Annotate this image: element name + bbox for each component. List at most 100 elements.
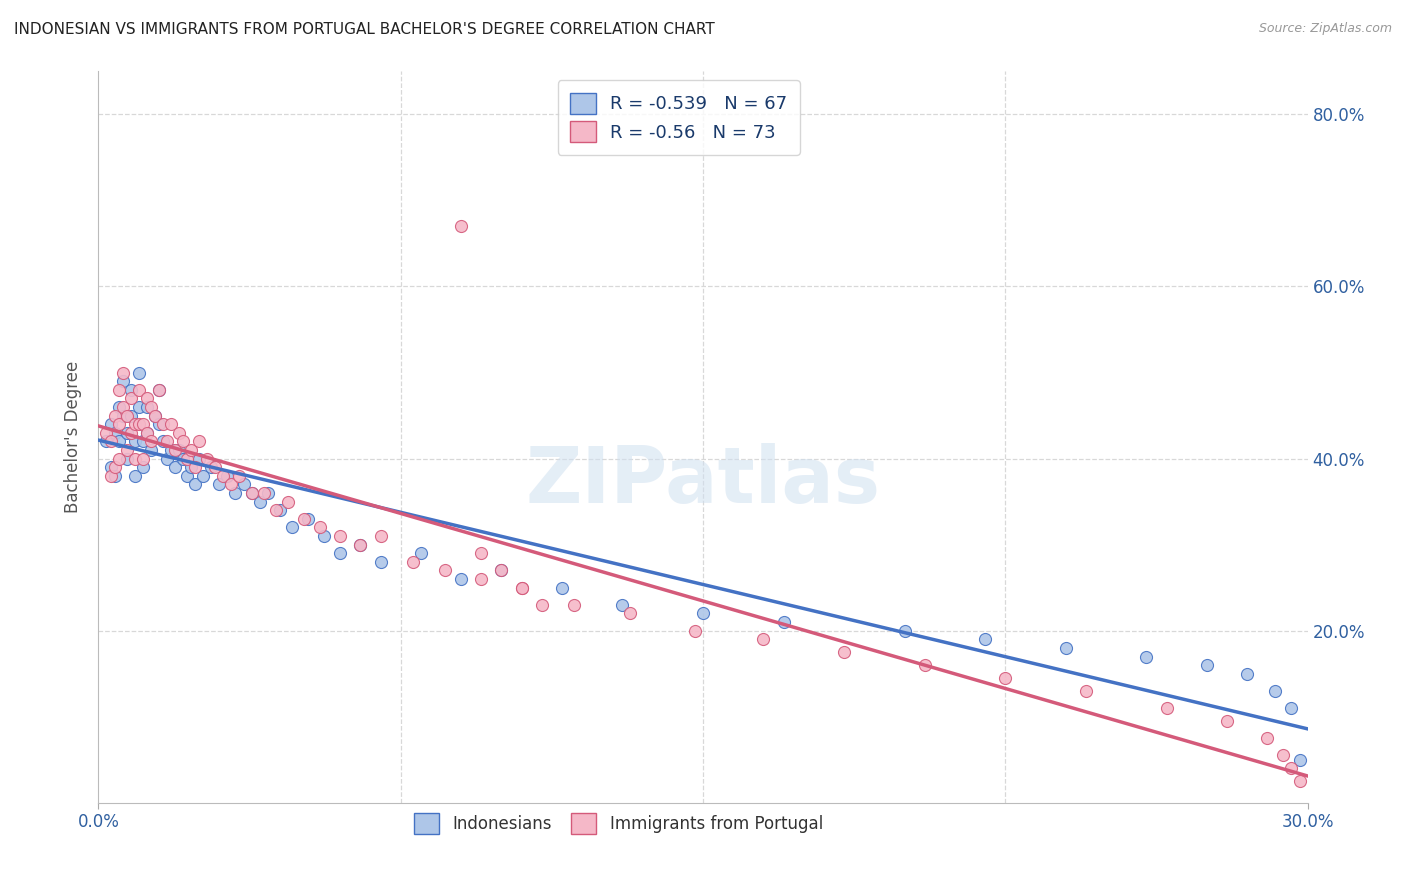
Point xyxy=(188,434,211,449)
Point xyxy=(1216,714,1239,728)
Point xyxy=(124,434,146,449)
Point xyxy=(1281,701,1303,715)
Point xyxy=(120,409,142,423)
Point xyxy=(692,607,714,621)
Point xyxy=(103,409,125,423)
Point xyxy=(124,417,146,432)
Point xyxy=(349,538,371,552)
Point xyxy=(100,434,122,449)
Point xyxy=(96,434,118,449)
Point xyxy=(107,417,129,432)
Point xyxy=(148,383,170,397)
Point xyxy=(120,392,142,406)
Text: INDONESIAN VS IMMIGRANTS FROM PORTUGAL BACHELOR'S DEGREE CORRELATION CHART: INDONESIAN VS IMMIGRANTS FROM PORTUGAL B… xyxy=(14,22,714,37)
Point xyxy=(491,564,513,578)
Point xyxy=(135,425,157,440)
Point xyxy=(120,383,142,397)
Point xyxy=(240,486,263,500)
Point xyxy=(167,442,190,457)
Point xyxy=(156,451,179,466)
Point xyxy=(172,434,194,449)
Point xyxy=(281,520,304,534)
Point xyxy=(152,434,174,449)
Point xyxy=(772,615,794,629)
Point xyxy=(832,645,855,659)
Point xyxy=(370,555,392,569)
Point xyxy=(139,442,162,457)
Point xyxy=(314,529,336,543)
Point xyxy=(148,383,170,397)
Point xyxy=(103,425,125,440)
Point xyxy=(1288,774,1310,789)
Point xyxy=(228,468,250,483)
Point xyxy=(264,503,287,517)
Point xyxy=(309,520,332,534)
Point xyxy=(132,417,155,432)
Point xyxy=(163,460,186,475)
Point xyxy=(180,442,202,457)
Point xyxy=(221,477,243,491)
Point xyxy=(212,468,235,483)
Point xyxy=(434,564,457,578)
Point xyxy=(683,624,706,638)
Point xyxy=(100,468,122,483)
Point xyxy=(204,460,226,475)
Point xyxy=(1195,658,1218,673)
Point xyxy=(115,409,138,423)
Point xyxy=(1264,684,1286,698)
Point xyxy=(148,417,170,432)
Point xyxy=(491,564,513,578)
Point xyxy=(619,607,641,621)
Point xyxy=(111,409,134,423)
Point xyxy=(914,658,936,673)
Point xyxy=(120,425,142,440)
Point xyxy=(132,451,155,466)
Point xyxy=(135,400,157,414)
Point xyxy=(470,546,492,560)
Point xyxy=(115,451,138,466)
Point xyxy=(530,598,553,612)
Point xyxy=(1236,666,1258,681)
Point xyxy=(167,425,190,440)
Point xyxy=(974,632,997,647)
Point xyxy=(176,451,198,466)
Point xyxy=(370,529,392,543)
Point xyxy=(107,383,129,397)
Point xyxy=(1135,649,1157,664)
Point xyxy=(562,598,585,612)
Legend: Indonesians, Immigrants from Portugal: Indonesians, Immigrants from Portugal xyxy=(405,805,831,842)
Point xyxy=(128,366,150,380)
Point xyxy=(450,219,472,234)
Point xyxy=(551,581,574,595)
Point xyxy=(752,632,775,647)
Point xyxy=(107,451,129,466)
Point xyxy=(103,468,125,483)
Point xyxy=(132,460,155,475)
Point xyxy=(160,442,183,457)
Point xyxy=(176,468,198,483)
Text: Source: ZipAtlas.com: Source: ZipAtlas.com xyxy=(1258,22,1392,36)
Point xyxy=(115,442,138,457)
Point xyxy=(152,417,174,432)
Point xyxy=(249,494,271,508)
Point xyxy=(510,581,533,595)
Point xyxy=(240,486,263,500)
Y-axis label: Bachelor's Degree: Bachelor's Degree xyxy=(65,361,83,513)
Point xyxy=(132,434,155,449)
Point xyxy=(1074,684,1097,698)
Point xyxy=(893,624,915,638)
Point xyxy=(135,425,157,440)
Point xyxy=(1256,731,1278,746)
Point xyxy=(402,555,425,569)
Point xyxy=(139,434,162,449)
Point xyxy=(409,546,432,560)
Point xyxy=(510,581,533,595)
Point xyxy=(163,442,186,457)
Point xyxy=(1288,753,1310,767)
Point xyxy=(1054,640,1077,655)
Point xyxy=(124,468,146,483)
Point xyxy=(208,477,231,491)
Point xyxy=(253,486,276,500)
Point xyxy=(1272,748,1295,763)
Point xyxy=(139,400,162,414)
